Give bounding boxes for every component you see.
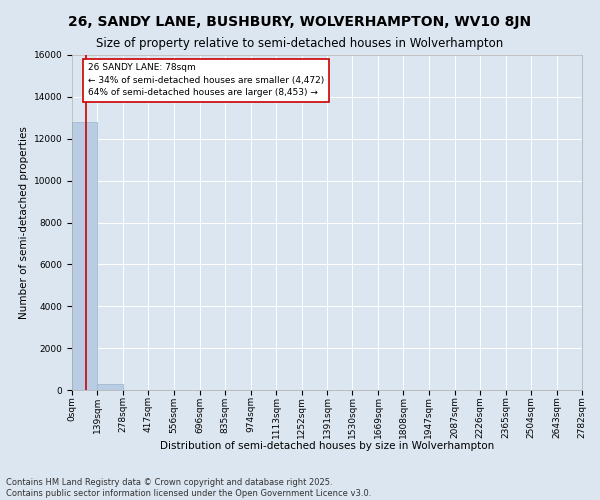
- Text: 26, SANDY LANE, BUSHBURY, WOLVERHAMPTON, WV10 8JN: 26, SANDY LANE, BUSHBURY, WOLVERHAMPTON,…: [68, 15, 532, 29]
- Text: 26 SANDY LANE: 78sqm
← 34% of semi-detached houses are smaller (4,472)
64% of se: 26 SANDY LANE: 78sqm ← 34% of semi-detac…: [88, 64, 324, 98]
- Bar: [72, 122, 97, 390]
- Bar: [97, 384, 123, 390]
- Text: Size of property relative to semi-detached houses in Wolverhampton: Size of property relative to semi-detach…: [97, 38, 503, 51]
- X-axis label: Distribution of semi-detached houses by size in Wolverhampton: Distribution of semi-detached houses by …: [160, 441, 494, 451]
- Y-axis label: Number of semi-detached properties: Number of semi-detached properties: [19, 126, 29, 319]
- Text: Contains HM Land Registry data © Crown copyright and database right 2025.
Contai: Contains HM Land Registry data © Crown c…: [6, 478, 371, 498]
